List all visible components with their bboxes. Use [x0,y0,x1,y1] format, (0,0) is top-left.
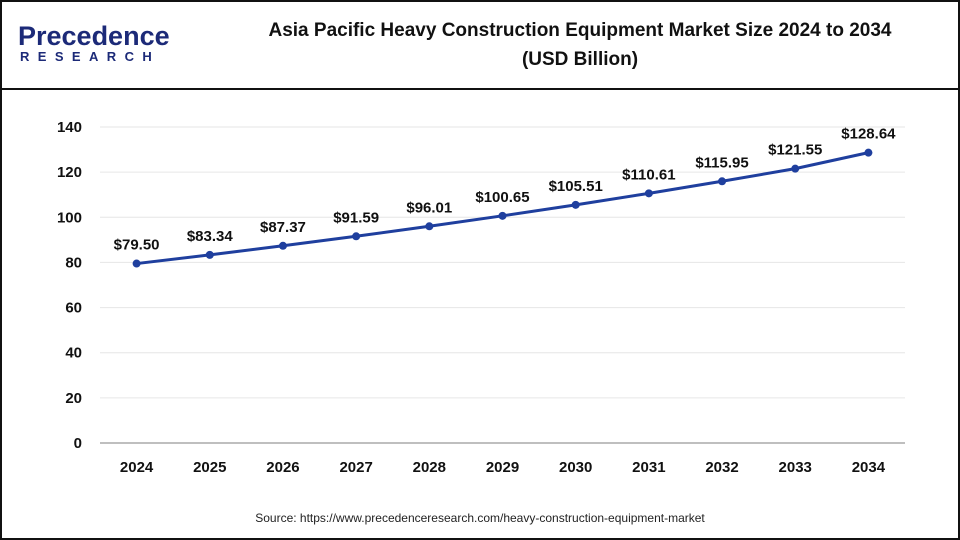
data-label: $115.95 [695,154,748,171]
x-tick-label: 2025 [193,459,226,476]
chart-title-line1: Asia Pacific Heavy Construction Equipmen… [268,20,892,41]
logo-subtitle: RESEARCH [20,49,161,64]
x-tick-label: 2029 [486,459,519,476]
data-label: $83.34 [187,228,234,245]
y-tick-label: 0 [74,435,82,452]
header: Precedence RESEARCH Asia Pacific Heavy C… [0,0,960,90]
data-point [352,232,361,241]
data-point [791,164,800,173]
chart-title-line2: (USD Billion) [521,49,639,70]
data-point [205,250,214,259]
x-tick-label: 2027 [339,459,372,476]
x-tick-label: 2031 [632,459,665,476]
data-label: $96.01 [406,199,452,216]
data-label: $110.61 [622,166,675,183]
precedence-research-logo: Precedence RESEARCH [18,22,170,64]
data-point [571,200,580,209]
data-point [498,211,507,220]
x-tick-label: 2026 [266,459,299,476]
data-point [644,189,653,198]
data-label: $100.65 [475,189,529,206]
x-tick-label: 2034 [852,459,886,476]
chart-title: Asia Pacific Heavy Construction Equipmen… [210,16,950,74]
data-label: $128.64 [841,126,896,143]
data-label: $105.51 [549,178,603,195]
data-label: $121.55 [768,142,822,159]
x-tick-label: 2028 [413,459,446,476]
x-tick-label: 2033 [779,459,812,476]
data-point [132,259,141,268]
data-label: $91.59 [333,209,379,226]
y-tick-label: 40 [65,345,82,362]
x-tick-label: 2024 [120,459,154,476]
data-label: $87.37 [260,219,306,236]
data-label: $79.50 [114,237,160,254]
logo-wordmark: Precedence [18,21,170,51]
y-tick-label: 140 [57,119,82,136]
source-note: Source: https://www.precedenceresearch.c… [255,511,705,525]
data-point [278,241,287,250]
y-tick-label: 100 [57,209,82,226]
x-tick-label: 2032 [705,459,738,476]
y-tick-label: 20 [65,390,82,407]
x-tick-label: 2030 [559,459,592,476]
series-line [136,151,869,266]
data-point [425,222,434,231]
data-point [864,148,873,157]
y-tick-label: 120 [57,164,82,181]
y-tick-label: 80 [65,254,82,271]
y-tick-label: 60 [65,300,82,317]
data-point [718,177,727,186]
